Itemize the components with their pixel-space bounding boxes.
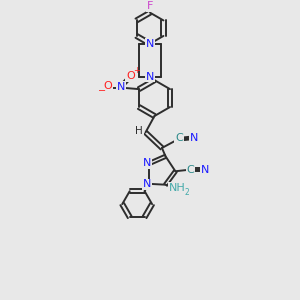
Text: −: − [98, 85, 106, 96]
Text: N: N [190, 133, 198, 142]
Text: O: O [126, 71, 135, 81]
Text: 2: 2 [185, 188, 189, 197]
Text: F: F [147, 1, 153, 11]
Text: +: + [133, 66, 140, 75]
Text: C: C [186, 165, 194, 175]
Text: N: N [146, 39, 154, 49]
Text: N: N [143, 179, 151, 189]
Text: NH: NH [169, 183, 186, 193]
Text: N: N [201, 165, 209, 175]
Text: N: N [146, 72, 154, 82]
Text: C: C [175, 133, 183, 143]
Text: H: H [135, 126, 143, 136]
Text: N: N [143, 158, 151, 168]
Text: N: N [117, 82, 125, 92]
Text: O: O [103, 81, 112, 91]
